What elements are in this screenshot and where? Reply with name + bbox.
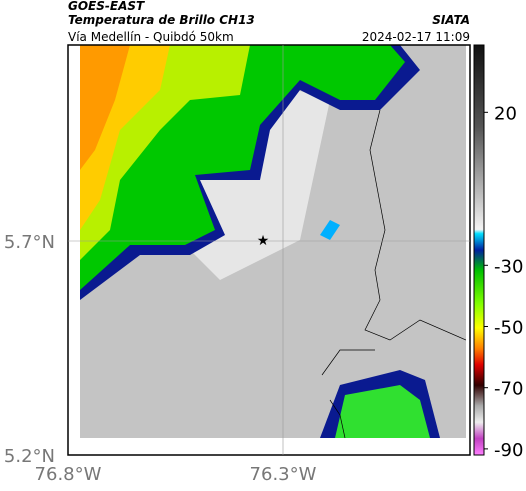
colorbar-tick-label: -30 xyxy=(494,256,523,277)
product: Temperatura de Brillo CH13 xyxy=(68,13,255,27)
colorbar-tick-label: -90 xyxy=(494,440,523,461)
region: Vía Medellín - Quibdó 50km xyxy=(68,30,234,44)
colorbar xyxy=(473,44,485,456)
datetime: 2024-02-17 11:09 xyxy=(362,30,470,44)
y-label: 5.7°N xyxy=(4,232,55,253)
x-label: 76.8°W xyxy=(35,464,102,485)
frame xyxy=(67,44,471,456)
source: SIATA xyxy=(432,13,470,27)
location-marker: ★ xyxy=(257,233,270,249)
satellite-image xyxy=(80,45,466,438)
colorbar-tick-label: 20 xyxy=(494,103,517,124)
colorbar-tick-label: -50 xyxy=(494,317,523,338)
x-label: 76.3°W xyxy=(250,464,317,485)
colorbar-tick-label: -70 xyxy=(494,379,523,400)
y-label: 5.2°N xyxy=(4,446,55,467)
satellite: GOES-EAST xyxy=(68,0,145,13)
